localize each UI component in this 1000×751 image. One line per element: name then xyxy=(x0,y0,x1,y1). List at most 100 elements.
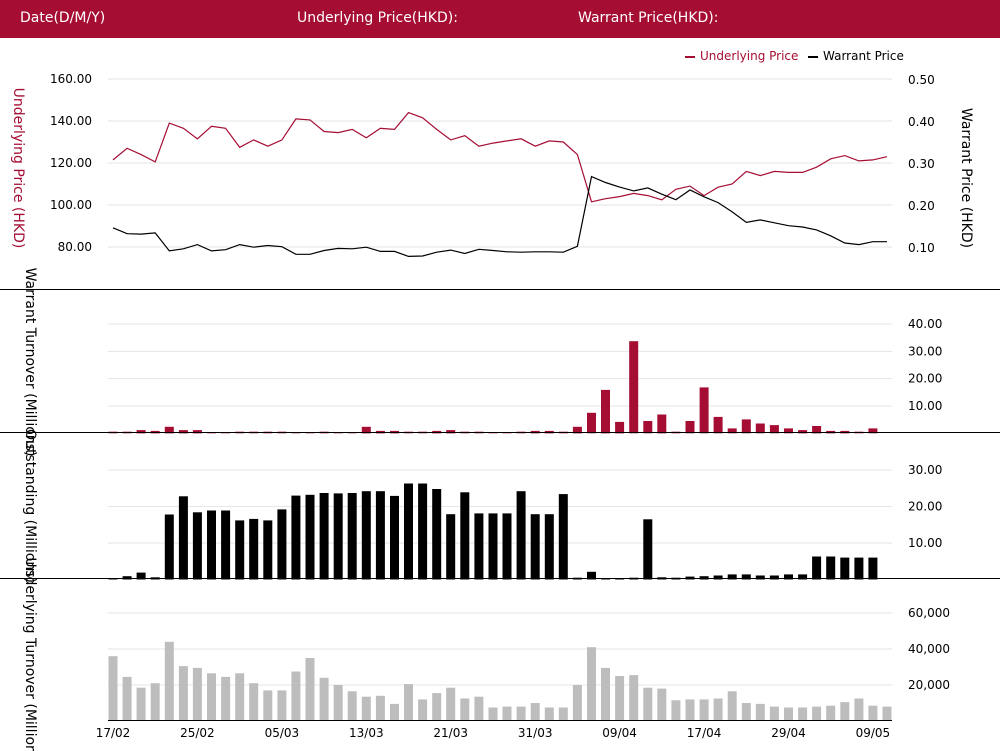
underlying-turnover-bar xyxy=(446,687,456,721)
underlying-turnover-bar xyxy=(587,647,596,721)
outstanding-bar xyxy=(727,574,737,580)
outstanding-bar xyxy=(235,520,245,580)
y-tick-label: 10.00 xyxy=(908,399,942,413)
outstanding-bar xyxy=(432,489,442,580)
x-tick-label: 05/03 xyxy=(265,726,300,740)
outstanding-bar xyxy=(812,556,822,580)
underlying-turnover-bar xyxy=(502,706,512,721)
warrant-turnover-bar xyxy=(615,421,625,434)
outstanding-bar xyxy=(544,514,554,580)
underlying-turnover-bar xyxy=(418,699,428,721)
outstanding-bar xyxy=(488,513,498,580)
underlying-turnover-bars xyxy=(108,641,892,721)
outstanding-axis-title: Outstanding (Millions) xyxy=(22,429,38,583)
underlying-turnover-bar xyxy=(207,673,216,721)
underlying-turnover-bar xyxy=(291,671,301,721)
underlying-turnover-bar xyxy=(629,675,639,721)
x-tick-label: 31/03 xyxy=(518,726,553,740)
underlying-turnover-bar xyxy=(361,696,371,721)
price-lines xyxy=(112,111,888,258)
y-tick-label: 20.00 xyxy=(908,500,942,514)
warrant-turnover-bar xyxy=(657,414,667,434)
underlying-turnover-bar xyxy=(558,707,568,721)
outstanding-bar xyxy=(333,493,343,580)
x-tick-label: 09/04 xyxy=(602,726,637,740)
underlying-turnover-bar xyxy=(882,706,892,721)
y-tick-label: 30.00 xyxy=(908,344,942,358)
underlying-turnover-panel: 60,000 40,000 20,000 Underlying Turnover (… xyxy=(22,557,950,751)
outstanding-bar xyxy=(192,512,202,580)
outstanding-bar xyxy=(530,514,540,580)
x-tick-label: 09/05 xyxy=(856,726,891,740)
left-y-tick-label: 80.00 xyxy=(58,240,92,254)
warrant-turnover-bar xyxy=(361,426,371,434)
outstanding-bar xyxy=(404,483,413,580)
x-axis-tick-labels: 17/02 25/02 05/03 13/03 21/03 31/03 09/04 17/04… xyxy=(96,726,890,740)
underlying-turnover-bar xyxy=(277,690,287,721)
warrant-turnover-bar xyxy=(685,421,695,434)
warrant-turnover-bar xyxy=(812,426,822,434)
underlying-turnover-bar xyxy=(544,707,554,721)
underlying-turnover-bar xyxy=(136,687,146,721)
outstanding-bar xyxy=(375,491,385,580)
outstanding-bar xyxy=(854,557,864,580)
underlying-turnover-bar xyxy=(671,700,681,721)
underlying-turnover-bar xyxy=(868,705,878,721)
underlying-turnover-bar xyxy=(305,658,315,721)
x-tick-label: 25/02 xyxy=(180,726,215,740)
outstanding-bar xyxy=(826,556,836,580)
outstanding-bar xyxy=(587,571,596,580)
warrant-turnover-bar xyxy=(784,428,793,434)
outstanding-bar xyxy=(319,493,329,580)
left-y-tick-label: 100.00 xyxy=(50,198,92,212)
outstanding-bar xyxy=(558,494,568,580)
y-tick-label: 20.00 xyxy=(908,372,942,386)
outstanding-bar xyxy=(769,575,779,580)
underlying-turnover-bar xyxy=(769,706,779,721)
underlying-turnover-bar xyxy=(221,676,231,721)
outstanding-bar xyxy=(178,496,188,580)
outstanding-bar xyxy=(263,520,273,580)
underlying-turnover-tick-labels: 60,000 40,000 20,000 xyxy=(908,606,950,692)
underlying-turnover-bar xyxy=(685,699,695,721)
underlying-turnover-bar xyxy=(854,698,864,721)
warrant-turnover-bar xyxy=(164,426,174,434)
x-tick-label: 29/04 xyxy=(771,726,806,740)
y-tick-label: 60,000 xyxy=(908,606,950,620)
outstanding-bar xyxy=(798,574,808,580)
outstanding-bar xyxy=(347,493,357,580)
underlying-turnover-bar xyxy=(319,677,329,721)
warrant-price-axis-title: Warrant Price (HKD) xyxy=(958,108,974,248)
underlying-turnover-bar xyxy=(192,667,202,721)
underlying-price-line xyxy=(112,111,888,203)
underlying-turnover-bar xyxy=(713,698,723,721)
outstanding-bar xyxy=(502,513,512,580)
warrant-price-line xyxy=(112,175,887,258)
underlying-turnover-bar xyxy=(530,703,540,721)
underlying-turnover-bar xyxy=(657,688,667,721)
warrant-turnover-bar xyxy=(755,423,765,434)
y-tick-label: 30.00 xyxy=(908,463,942,477)
left-y-tick-label: 140.00 xyxy=(50,114,92,128)
underlying-turnover-bar xyxy=(150,683,160,721)
price-panel: 160.00 140.00 120.00 100.00 80.00 0.50 0.40 0.3… xyxy=(10,49,974,258)
outstanding-panel: 30.00 20.00 10.00 Outstanding (Millions) xyxy=(22,429,942,583)
date-label: Date(D/M/Y) xyxy=(20,10,106,26)
underlying-turnover-bar xyxy=(488,707,498,721)
right-y-tick-label: 0.30 xyxy=(908,157,935,171)
underlying-turnover-bar xyxy=(572,685,582,721)
warrant-turnover-bars xyxy=(108,341,878,434)
outstanding-bar xyxy=(122,576,132,580)
underlying-turnover-bar xyxy=(516,706,526,721)
x-tick-label: 21/03 xyxy=(433,726,468,740)
warrant-turnover-bar xyxy=(572,426,582,434)
warrant-turnover-bar xyxy=(769,425,779,434)
underlying-price-axis-title: Underlying Price (HKD) xyxy=(10,88,26,249)
outstanding-bar xyxy=(361,491,371,580)
outstanding-bar xyxy=(699,576,709,580)
underlying-turnover-bar xyxy=(178,666,188,721)
warrant-turnover-axis-title: Warrant Turnover (Millions) xyxy=(22,268,38,457)
warrant-turnover-bar xyxy=(629,341,639,434)
warrant-turnover-bar xyxy=(601,389,610,434)
left-y-tick-label: 160.00 xyxy=(50,72,92,86)
